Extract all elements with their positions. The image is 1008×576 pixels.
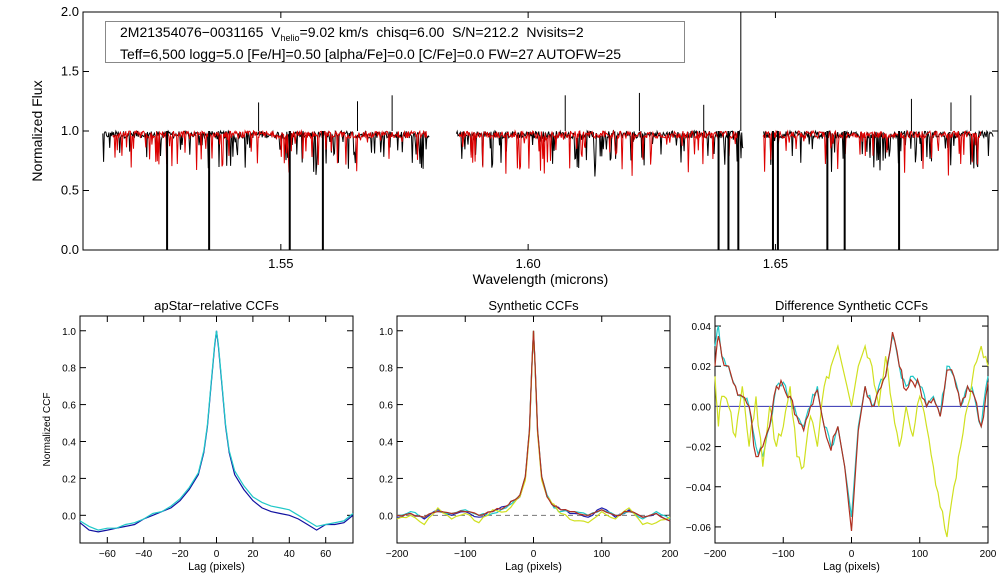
synthetic-ccf-panel: −200 −100 0 100 200 0.0 0.2 0.4 0.6 0.8 1.0 Synthet… <box>379 298 679 573</box>
x-tick-label: −40 <box>135 549 152 560</box>
y-tick-label: 0.8 <box>379 364 393 375</box>
x-tick-label: 60 <box>320 549 332 560</box>
info-line-1: 2M21354076−0031165 Vhelio=9.02 km/s chis… <box>120 24 684 46</box>
x-tick-label: 0 <box>214 549 220 560</box>
y-tick-label: 0.4 <box>379 437 393 448</box>
y-tick-label: 0.04 <box>692 322 712 333</box>
apstar-visit-2-line <box>79 330 354 531</box>
apstar-visit-1-line <box>79 330 354 533</box>
synthetic-template-line <box>396 330 671 522</box>
difference-diff-1-line <box>714 325 989 517</box>
x-tick-label: 20 <box>247 549 259 560</box>
y-tick-label: 0.5 <box>61 183 79 198</box>
synthetic-combined-line <box>396 330 671 526</box>
x-tick-label: 200 <box>980 549 997 560</box>
synthetic-visit-1-line <box>396 330 671 522</box>
y-tick-label: 0.2 <box>379 474 393 485</box>
x-tick-label: 100 <box>911 549 928 560</box>
y-tick-label: 0.0 <box>379 511 393 522</box>
y-tick-label: 0.00 <box>692 402 712 413</box>
y-tick-label: 0.0 <box>62 511 76 522</box>
plot-frame <box>396 315 671 544</box>
x-axis-label: Wavelength (microns) <box>473 271 609 287</box>
vhelio-value: =9.02 km/s <box>299 24 369 40</box>
y-tick-label: 0.4 <box>62 437 76 448</box>
spectrum-model-line <box>458 129 739 176</box>
x-tick-label: 1.65 <box>763 256 788 271</box>
x-axis-label: Lag (pixels) <box>188 561 245 573</box>
plot-frame <box>79 315 354 544</box>
x-tick-label: −20 <box>172 549 189 560</box>
y-tick-label: 1.5 <box>61 64 79 79</box>
y-tick-label: 0.6 <box>62 401 76 412</box>
panel-title: Difference Synthetic CCFs <box>775 298 928 313</box>
y-axis-label: Normalized Flux <box>29 80 45 181</box>
star-id: 2M21354076−0031165 <box>120 24 264 40</box>
y-tick-label: −0.04 <box>686 483 712 494</box>
y-tick-label: 2.0 <box>61 4 79 19</box>
difference-diff-2-line <box>714 343 989 538</box>
y-tick-label: −0.06 <box>686 523 712 534</box>
x-tick-label: 1.55 <box>268 256 293 271</box>
panel-title: Synthetic CCFs <box>488 298 579 313</box>
x-tick-label: 100 <box>593 549 610 560</box>
nvisits-value: Nvisits=2 <box>526 24 584 40</box>
y-tick-label: 1.0 <box>379 327 393 338</box>
y-tick-label: 0.02 <box>692 362 712 373</box>
x-tick-label: −100 <box>772 549 795 560</box>
y-tick-label: 0.6 <box>379 401 393 412</box>
plot-frame <box>714 315 989 544</box>
chisq-value: chisq=6.00 <box>376 24 445 40</box>
difference-ccf-panel: −200 −100 0 100 200 −0.06 −0.04 −0.02 0.00 0.02 0.… <box>686 298 997 573</box>
difference-diff-3-line <box>714 331 989 531</box>
spectrum-model-line <box>112 129 428 173</box>
x-tick-label: −100 <box>454 549 477 560</box>
x-tick-label: 0 <box>849 549 855 560</box>
y-tick-label: 1.0 <box>62 327 76 338</box>
y-tick-label: 0.0 <box>61 242 79 257</box>
x-tick-label: −60 <box>99 549 116 560</box>
snr-value: S/N=212.2 <box>452 24 519 40</box>
y-tick-label: 0.2 <box>62 474 76 485</box>
info-line-2: Teff=6,500 logg=5.0 [Fe/H]=0.50 [alpha/F… <box>120 46 622 62</box>
x-tick-label: 200 <box>662 549 679 560</box>
star-info-box: 2M21354076−0031165 Vhelio=9.02 km/s chis… <box>105 21 685 63</box>
spectrum-panel: 1.55 1.60 1.65 0.0 0.5 1.0 1.5 2.0 Wavelength (m… <box>29 4 999 287</box>
synthetic-visit-2-line <box>396 330 671 520</box>
y-tick-label: −0.02 <box>686 443 712 454</box>
x-tick-label: 1.60 <box>515 256 540 271</box>
y-tick-label: 0.8 <box>62 364 76 375</box>
x-tick-label: −200 <box>386 549 409 560</box>
x-tick-label: 40 <box>284 549 296 560</box>
x-tick-label: −200 <box>704 549 727 560</box>
x-tick-label: 0 <box>531 549 537 560</box>
vhelio-subscript: helio <box>280 33 300 43</box>
x-axis-label: Lag (pixels) <box>505 561 562 573</box>
x-axis-label: Lag (pixels) <box>823 561 880 573</box>
spectrum-model-line <box>762 129 982 176</box>
y-axis-label: Normalized CCF <box>42 393 53 467</box>
vhelio-symbol: V <box>271 24 281 40</box>
y-tick-label: 1.0 <box>61 123 79 138</box>
apstar-ccf-panel: −60 −40 −20 0 20 40 60 0.0 0.2 0.4 0.6 0.8 1.0 apStar… <box>42 298 354 573</box>
panel-title: apStar−relative CCFs <box>154 298 279 313</box>
